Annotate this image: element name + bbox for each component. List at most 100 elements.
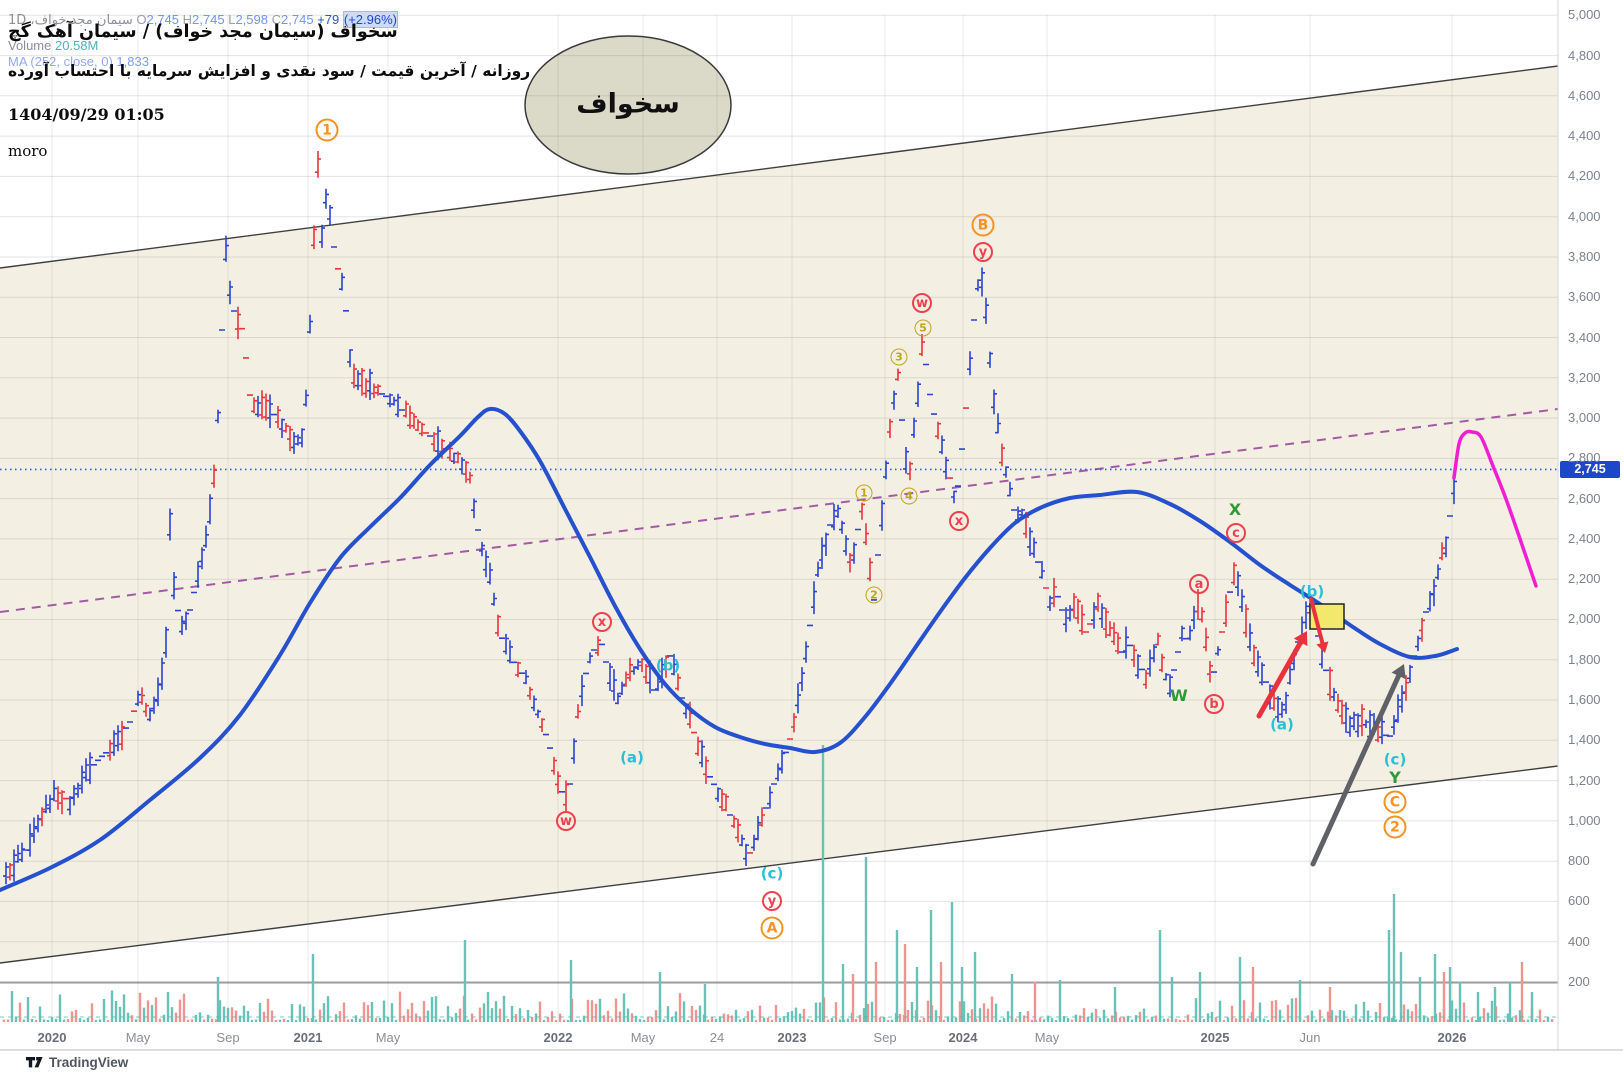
wave-label-red-y[interactable]: y: [762, 891, 782, 911]
wave-label-orange-C[interactable]: C: [1383, 790, 1407, 814]
candles-down: [7, 151, 1445, 881]
time-tick-label-2020: 2020: [37, 1030, 67, 1045]
legend-ma-row[interactable]: MA (252, close, 0) 1,833: [8, 54, 149, 69]
wave-label-orange-B[interactable]: B: [971, 213, 995, 237]
low-value: 2,598: [235, 12, 268, 27]
volume-value: 20.58M: [55, 38, 99, 53]
symbol-name[interactable]: سیمان مجد خواف، 1D: [8, 13, 133, 28]
price-tick-label: 1,600: [1568, 692, 1601, 708]
wave-label-cyan-b[interactable]: (b): [1299, 582, 1325, 601]
wave-label-orange-2[interactable]: 2: [1383, 815, 1407, 839]
tradingview-logo-icon: [26, 1057, 43, 1068]
close-value: 2,745: [281, 12, 314, 27]
price-tick-label: 200: [1568, 974, 1590, 989]
price-tick-label: 1,800: [1568, 651, 1601, 667]
open-value: 2,745: [146, 12, 180, 27]
price-tick-label: 3,000: [1568, 410, 1601, 426]
wave-label-cyan-c[interactable]: (c): [1383, 750, 1407, 769]
wave-label-yellow-3[interactable]: 3: [890, 348, 908, 366]
time-tick-label-May: May: [375, 1030, 401, 1045]
price-tick-label: 4,600: [1568, 87, 1601, 103]
wave-label-green-W[interactable]: W: [1170, 686, 1188, 705]
low-label: L: [228, 12, 236, 27]
time-tick-label-May: May: [630, 1030, 656, 1045]
arrow-drawing-2[interactable]: [1309, 597, 1329, 653]
wave-label-red-c[interactable]: c: [1226, 523, 1246, 543]
price-tick-label: 1,000: [1568, 812, 1601, 828]
time-tick-label-Jun: Jun: [1299, 1030, 1321, 1045]
time-axis[interactable]: 2020 May Sep 2021 May 2022 May 24 2023 Sep 2024 May…: [0, 1028, 1558, 1050]
price-tick-label: 1,400: [1568, 732, 1601, 748]
tradingview-attribution[interactable]: TradingView: [26, 1055, 128, 1070]
price-tick-label: 3,200: [1568, 369, 1601, 385]
price-tick-label: 5,000: [1568, 7, 1601, 23]
wave-label-cyan-a[interactable]: (a): [1270, 715, 1294, 734]
open-label: O: [136, 12, 147, 27]
price-tick-label: 3,400: [1568, 329, 1601, 345]
channel-lower-line[interactable]: [0, 765, 1559, 964]
time-tick-label-24: 24: [709, 1030, 725, 1045]
volume-label: Volume: [8, 38, 52, 53]
wave-label-yellow-4[interactable]: 4: [900, 487, 918, 505]
wave-label-cyan-a[interactable]: (a): [620, 748, 644, 767]
arrow-drawing-0[interactable]: [1310, 664, 1406, 867]
time-tick-label-May: May: [125, 1030, 151, 1045]
wave-label-orange-A[interactable]: A: [760, 916, 784, 940]
price-tick-label: 2,400: [1568, 530, 1601, 546]
price-tick-label: 2,200: [1568, 571, 1601, 587]
price-axis[interactable]: 2,745 200 400 600 800 1,000 1,200 1,400 1,600 1,…: [1558, 0, 1623, 1050]
high-value: 2,745: [192, 12, 225, 27]
wave-label-green-X[interactable]: X: [1228, 500, 1242, 519]
wave-label-red-b[interactable]: b: [1204, 694, 1224, 714]
wave-label-yellow-5[interactable]: 5: [914, 319, 932, 337]
change-value: +79: [317, 12, 340, 27]
time-tick-label-Sep: Sep: [873, 1030, 897, 1045]
time-tick-label-2021: 2021: [293, 1030, 323, 1045]
legend-volume-row[interactable]: Volume 20.58M: [8, 38, 98, 53]
wave-label-red-y[interactable]: y: [973, 242, 993, 262]
price-tick-label: 3,600: [1568, 289, 1601, 305]
wave-label-cyan-b[interactable]: (b): [655, 656, 681, 675]
wave-label-cyan-c[interactable]: (c): [760, 864, 784, 883]
ma-252-line[interactable]: [0, 406, 1459, 892]
time-tick-label-2023: 2023: [777, 1030, 807, 1045]
price-tick-label: 400: [1568, 933, 1590, 949]
projection-curve[interactable]: [1452, 429, 1538, 588]
ellipse-drawing[interactable]: [524, 35, 732, 175]
price-tick-label: 4,000: [1568, 208, 1601, 224]
volume-pane: [0, 745, 1558, 1022]
channel-upper-line[interactable]: [0, 65, 1559, 269]
tradingview-logo-text: TradingView: [49, 1055, 129, 1070]
price-tick-label: 2,600: [1568, 490, 1601, 506]
arrow-drawing-1[interactable]: [1256, 631, 1308, 719]
legend-symbol-row[interactable]: سیمان مجد خواف، 1D O2,745 H2,745 L2,598 …: [8, 11, 398, 28]
time-tick-label-Sep: Sep: [216, 1030, 240, 1045]
wave-label-red-a[interactable]: a: [1189, 574, 1209, 594]
dashed-trendline[interactable]: [0, 408, 1559, 613]
time-tick-label-2026: 2026: [1437, 1030, 1467, 1045]
time-tick-label-2025: 2025: [1200, 1030, 1230, 1045]
wave-label-red-x[interactable]: x: [949, 511, 969, 531]
wave-label-orange-1[interactable]: 1: [315, 118, 339, 142]
price-tick-label: 1,200: [1568, 772, 1601, 788]
time-tick-label-2024: 2024: [948, 1030, 978, 1045]
time-tick-label-2022: 2022: [543, 1030, 573, 1045]
wave-label-yellow-2[interactable]: 2: [865, 586, 883, 604]
wave-label-yellow-1[interactable]: 1: [855, 484, 873, 502]
price-tick-label: 2,000: [1568, 611, 1601, 627]
wave-label-red-w[interactable]: w: [912, 293, 932, 313]
wave-label-red-w[interactable]: w: [556, 811, 576, 831]
ma-value: 1,833: [116, 54, 149, 69]
candles-up: [3, 188, 1457, 885]
gridlines: [0, 14, 1558, 1022]
price-tick-label: 800: [1568, 853, 1590, 869]
trend-channel-fill[interactable]: [0, 66, 1558, 963]
wave-label-green-Y[interactable]: Y: [1389, 768, 1401, 787]
wave-label-red-x[interactable]: x: [592, 612, 612, 632]
last-price-badge: 2,745: [1560, 460, 1620, 478]
price-tick-label: 2,800: [1568, 450, 1601, 466]
price-tick-label: 4,400: [1568, 128, 1601, 144]
price-tick-label: 3,800: [1568, 248, 1601, 264]
